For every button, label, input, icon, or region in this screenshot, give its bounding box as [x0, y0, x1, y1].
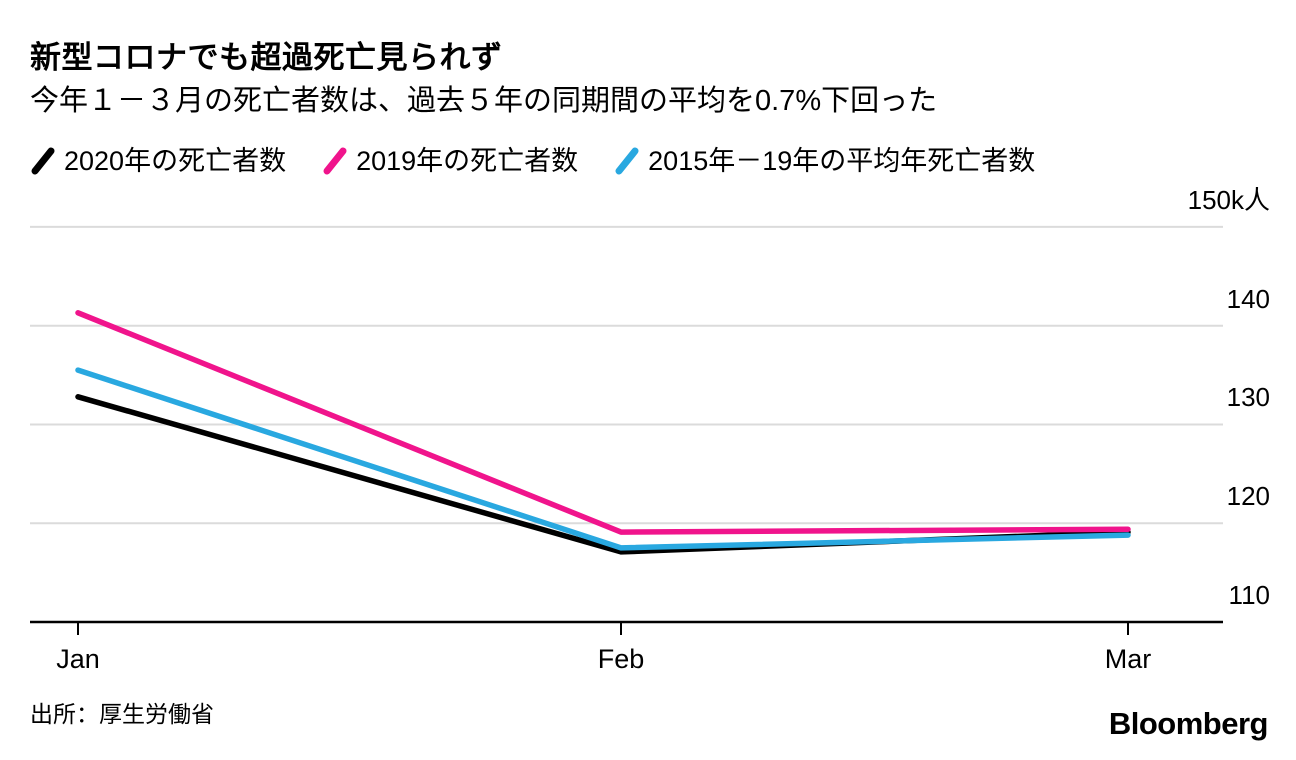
y-tick-label: 150k人: [1187, 184, 1270, 215]
legend-label: 2015年－19年の平均年死亡者数: [648, 146, 1036, 176]
legend-label: 2019年の死亡者数: [356, 146, 579, 176]
chart-title: 新型コロナでも超過死亡見られず: [30, 40, 503, 75]
legend-item-2015-19-avg: 2015年－19年の平均年死亡者数: [614, 144, 1035, 178]
legend-label: 2020年の死亡者数: [64, 146, 287, 176]
legend: 2020年の死亡者数 2019年の死亡者数 2015年－19年の平均年死亡者数: [30, 144, 1035, 178]
y-tick-label: 120: [1226, 481, 1270, 512]
legend-item-2019: 2019年の死亡者数: [322, 144, 578, 178]
line-swatch-icon: [323, 147, 347, 175]
y-tick-label: 140: [1226, 283, 1270, 314]
bloomberg-logo: Bloomberg: [1108, 706, 1269, 741]
series-line-2: [75, 367, 1131, 551]
x-tick-label: Feb: [597, 644, 645, 674]
chart-subtitle: 今年１－３月の死亡者数は、過去５年の同期間の平均を0.7%下回った: [30, 85, 938, 117]
line-swatch-icon: [31, 147, 55, 175]
x-tick-label: Mar: [1104, 644, 1152, 674]
line-swatch-icon: [615, 147, 639, 175]
series-line-1: [75, 310, 1131, 535]
y-tick-label: 110: [1228, 580, 1270, 610]
y-tick-label: 130: [1226, 382, 1270, 413]
source-note: 出所：厚生労働省: [30, 701, 214, 727]
x-tick-label: Jan: [56, 644, 100, 674]
legend-item-2020: 2020年の死亡者数: [30, 144, 286, 178]
